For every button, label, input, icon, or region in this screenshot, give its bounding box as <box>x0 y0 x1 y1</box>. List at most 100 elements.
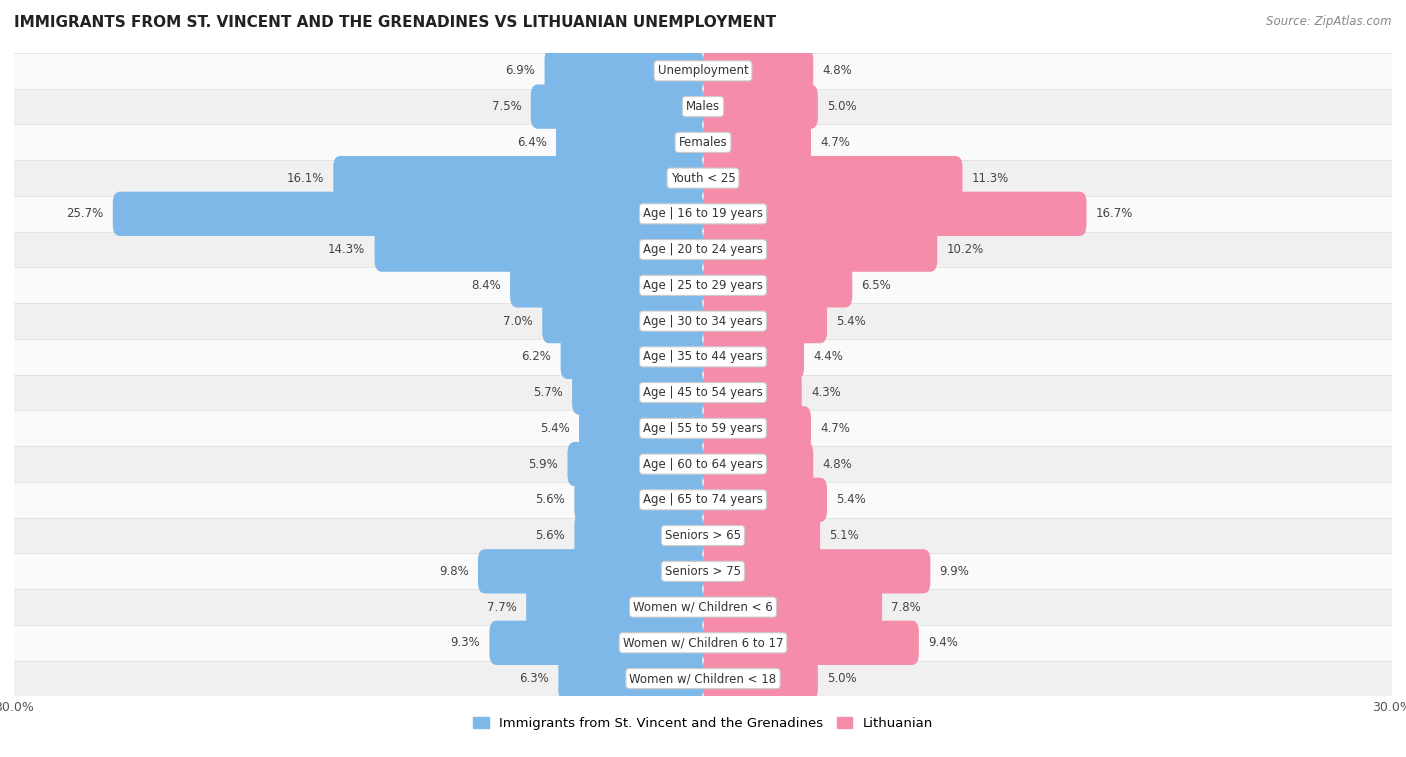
Text: 4.8%: 4.8% <box>823 457 852 471</box>
Bar <box>14 196 1392 232</box>
Text: 6.5%: 6.5% <box>862 279 891 292</box>
Text: 5.0%: 5.0% <box>827 100 856 113</box>
Text: 6.3%: 6.3% <box>519 672 550 685</box>
Text: 4.7%: 4.7% <box>820 136 851 149</box>
FancyBboxPatch shape <box>561 335 703 379</box>
Text: 25.7%: 25.7% <box>66 207 104 220</box>
FancyBboxPatch shape <box>489 621 703 665</box>
FancyBboxPatch shape <box>703 407 811 450</box>
Text: 4.8%: 4.8% <box>823 64 852 77</box>
Bar <box>14 589 1392 625</box>
Text: Women w/ Children 6 to 17: Women w/ Children 6 to 17 <box>623 637 783 650</box>
Text: 5.6%: 5.6% <box>536 494 565 506</box>
FancyBboxPatch shape <box>374 227 703 272</box>
FancyBboxPatch shape <box>703 48 813 93</box>
Bar <box>14 482 1392 518</box>
Text: Seniors > 65: Seniors > 65 <box>665 529 741 542</box>
FancyBboxPatch shape <box>703 549 931 593</box>
Text: 14.3%: 14.3% <box>328 243 366 256</box>
FancyBboxPatch shape <box>703 656 818 701</box>
FancyBboxPatch shape <box>112 192 703 236</box>
Text: 7.5%: 7.5% <box>492 100 522 113</box>
FancyBboxPatch shape <box>703 120 811 164</box>
FancyBboxPatch shape <box>703 621 920 665</box>
Text: 6.4%: 6.4% <box>517 136 547 149</box>
FancyBboxPatch shape <box>703 263 852 307</box>
FancyBboxPatch shape <box>555 120 703 164</box>
Text: 5.7%: 5.7% <box>533 386 562 399</box>
Legend: Immigrants from St. Vincent and the Grenadines, Lithuanian: Immigrants from St. Vincent and the Gren… <box>468 712 938 735</box>
Text: IMMIGRANTS FROM ST. VINCENT AND THE GRENADINES VS LITHUANIAN UNEMPLOYMENT: IMMIGRANTS FROM ST. VINCENT AND THE GREN… <box>14 15 776 30</box>
Text: 6.2%: 6.2% <box>522 350 551 363</box>
FancyBboxPatch shape <box>703 85 818 129</box>
Bar <box>14 160 1392 196</box>
Text: Females: Females <box>679 136 727 149</box>
Text: 5.1%: 5.1% <box>830 529 859 542</box>
FancyBboxPatch shape <box>558 656 703 701</box>
Text: 7.0%: 7.0% <box>503 315 533 328</box>
Text: Women w/ Children < 18: Women w/ Children < 18 <box>630 672 776 685</box>
Bar <box>14 661 1392 696</box>
Text: 5.6%: 5.6% <box>536 529 565 542</box>
Text: 5.4%: 5.4% <box>837 494 866 506</box>
FancyBboxPatch shape <box>703 192 1087 236</box>
FancyBboxPatch shape <box>703 442 813 486</box>
Text: 9.8%: 9.8% <box>439 565 468 578</box>
Text: Seniors > 75: Seniors > 75 <box>665 565 741 578</box>
FancyBboxPatch shape <box>703 513 820 558</box>
Bar <box>14 232 1392 267</box>
Bar <box>14 124 1392 160</box>
Bar <box>14 410 1392 446</box>
FancyBboxPatch shape <box>544 48 703 93</box>
Bar <box>14 53 1392 89</box>
Text: Source: ZipAtlas.com: Source: ZipAtlas.com <box>1267 15 1392 28</box>
Text: Males: Males <box>686 100 720 113</box>
FancyBboxPatch shape <box>510 263 703 307</box>
Text: Age | 60 to 64 years: Age | 60 to 64 years <box>643 457 763 471</box>
FancyBboxPatch shape <box>703 335 804 379</box>
Text: Age | 16 to 19 years: Age | 16 to 19 years <box>643 207 763 220</box>
Text: Age | 20 to 24 years: Age | 20 to 24 years <box>643 243 763 256</box>
FancyBboxPatch shape <box>531 85 703 129</box>
Text: 5.4%: 5.4% <box>540 422 569 435</box>
FancyBboxPatch shape <box>703 478 827 522</box>
Text: 5.0%: 5.0% <box>827 672 856 685</box>
Text: 9.4%: 9.4% <box>928 637 957 650</box>
Text: 11.3%: 11.3% <box>972 172 1010 185</box>
Text: 4.3%: 4.3% <box>811 386 841 399</box>
Text: Age | 45 to 54 years: Age | 45 to 54 years <box>643 386 763 399</box>
FancyBboxPatch shape <box>575 478 703 522</box>
FancyBboxPatch shape <box>703 585 882 629</box>
Bar <box>14 267 1392 304</box>
Bar <box>14 304 1392 339</box>
Text: Age | 65 to 74 years: Age | 65 to 74 years <box>643 494 763 506</box>
Text: Youth < 25: Youth < 25 <box>671 172 735 185</box>
Bar <box>14 375 1392 410</box>
Text: Unemployment: Unemployment <box>658 64 748 77</box>
FancyBboxPatch shape <box>703 370 801 415</box>
Text: 4.7%: 4.7% <box>820 422 851 435</box>
Text: Age | 25 to 29 years: Age | 25 to 29 years <box>643 279 763 292</box>
Text: Age | 55 to 59 years: Age | 55 to 59 years <box>643 422 763 435</box>
Text: Age | 35 to 44 years: Age | 35 to 44 years <box>643 350 763 363</box>
Text: 6.9%: 6.9% <box>506 64 536 77</box>
Text: Women w/ Children < 6: Women w/ Children < 6 <box>633 600 773 614</box>
Text: 7.8%: 7.8% <box>891 600 921 614</box>
Text: 9.9%: 9.9% <box>939 565 969 578</box>
FancyBboxPatch shape <box>568 442 703 486</box>
FancyBboxPatch shape <box>543 299 703 343</box>
Text: 10.2%: 10.2% <box>946 243 984 256</box>
FancyBboxPatch shape <box>478 549 703 593</box>
Text: 4.4%: 4.4% <box>813 350 844 363</box>
Text: 5.9%: 5.9% <box>529 457 558 471</box>
Text: 5.4%: 5.4% <box>837 315 866 328</box>
Text: 16.1%: 16.1% <box>287 172 323 185</box>
Bar <box>14 89 1392 124</box>
Bar <box>14 446 1392 482</box>
FancyBboxPatch shape <box>526 585 703 629</box>
Bar <box>14 625 1392 661</box>
FancyBboxPatch shape <box>703 156 963 201</box>
Bar <box>14 553 1392 589</box>
FancyBboxPatch shape <box>572 370 703 415</box>
FancyBboxPatch shape <box>579 407 703 450</box>
